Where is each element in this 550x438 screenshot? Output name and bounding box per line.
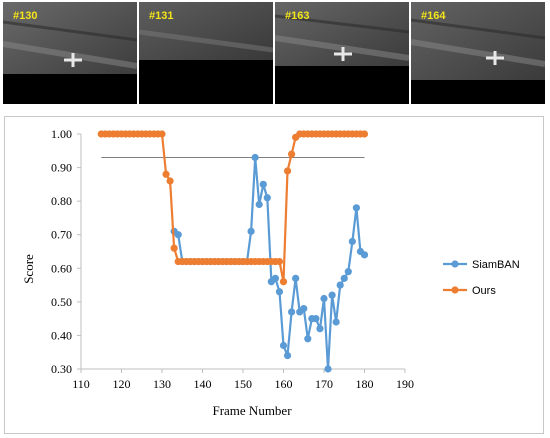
data-point [170, 244, 178, 252]
axes: 110 120 130 140 150 160 170 180 190 0.30 0.40 0.50 0… [51, 127, 414, 391]
frame-label: #131 [149, 10, 174, 22]
data-point [279, 278, 288, 286]
legend-swatch-marker [451, 286, 459, 294]
y-tick-label: 0.50 [51, 295, 72, 309]
data-point [324, 365, 332, 373]
x-tick-label: 140 [194, 377, 212, 391]
x-tick-label: 180 [356, 377, 374, 391]
x-tick-label: 110 [72, 377, 90, 391]
data-point [259, 180, 267, 188]
data-point [328, 291, 336, 299]
x-tick-label: 130 [153, 377, 171, 391]
data-point [320, 294, 328, 303]
y-tick-label: 0.70 [51, 228, 72, 242]
y-tick-label: 1.00 [51, 127, 72, 141]
y-tick-label: 0.80 [51, 194, 72, 208]
data-point [275, 257, 284, 266]
data-point [247, 227, 255, 235]
frame-thumbnail-131: #131 [139, 2, 273, 104]
data-point [283, 351, 292, 360]
legend-swatch-marker [451, 260, 459, 268]
data-point [162, 170, 170, 178]
x-tick-label: 190 [396, 377, 414, 391]
frame-label: #163 [285, 10, 310, 22]
data-point [251, 153, 259, 162]
data-point [344, 268, 352, 276]
y-tick-label: 0.60 [51, 261, 72, 275]
series-ours [97, 130, 369, 286]
x-tick-label: 150 [234, 377, 252, 391]
x-tick-label: 160 [275, 377, 293, 391]
legend-label: Ours [472, 285, 496, 297]
frame-thumbnail-164: #164 [411, 2, 545, 104]
x-tick-label: 120 [113, 377, 131, 391]
series-layer [97, 130, 369, 373]
x-axis-title: Frame Number [212, 403, 292, 418]
score-chart: 110 120 130 140 150 160 170 180 190 0.30 0.40 0.50 0… [4, 116, 544, 434]
data-point [360, 251, 369, 259]
data-point [336, 281, 344, 289]
frame-thumbnail-163: #163 [275, 2, 409, 104]
data-point [283, 167, 292, 175]
airplane-icon [486, 51, 504, 65]
line-chart: 110 120 130 140 150 160 170 180 190 0.30 0.40 0.50 0… [21, 127, 520, 418]
y-axis-title: Score [21, 254, 36, 284]
y-tick-label: 0.40 [51, 328, 72, 342]
data-point [174, 231, 182, 239]
legend: SiamBAN Ours [443, 259, 520, 297]
data-point [292, 274, 300, 282]
data-point [158, 130, 166, 138]
frame-label: #130 [13, 10, 38, 22]
legend-label: SiamBAN [472, 259, 520, 271]
data-point [271, 274, 279, 282]
data-point [288, 308, 296, 316]
data-point [279, 341, 288, 350]
airplane-icon [334, 47, 352, 61]
frame-strip: #130 #131 [0, 0, 550, 106]
frame-label: #164 [421, 10, 446, 22]
y-tick-label: 0.90 [51, 161, 72, 175]
data-point [300, 304, 308, 313]
data-point [348, 237, 356, 246]
data-point [166, 177, 174, 185]
data-point [332, 318, 340, 326]
data-point [352, 204, 360, 212]
data-point [316, 325, 324, 333]
data-point [275, 288, 284, 296]
data-point [255, 200, 263, 209]
data-point [312, 315, 320, 323]
data-point [263, 194, 271, 202]
data-point [340, 274, 348, 282]
data-point [288, 150, 296, 158]
y-tick-label: 0.30 [51, 362, 72, 376]
data-point [304, 335, 312, 343]
airplane-icon [64, 53, 82, 67]
frame-thumbnail-130: #130 [3, 2, 137, 104]
x-tick-label: 170 [315, 377, 333, 391]
data-point [360, 130, 369, 138]
